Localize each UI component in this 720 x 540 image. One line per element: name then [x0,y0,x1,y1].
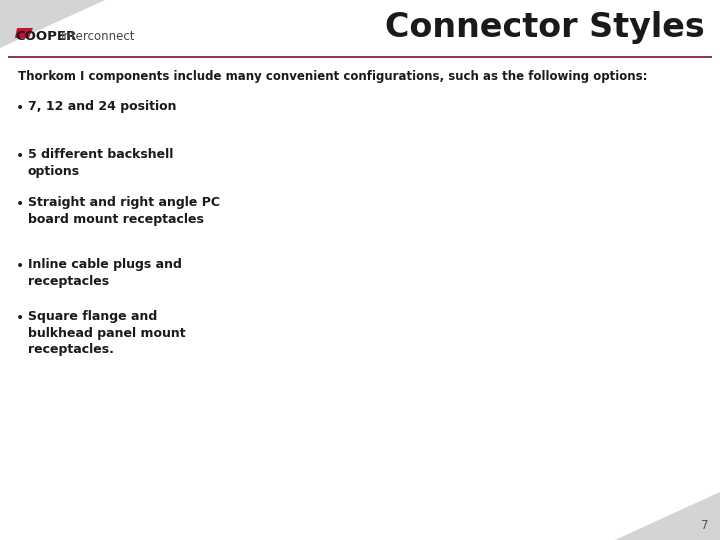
Text: Inline cable plugs and
receptacles: Inline cable plugs and receptacles [28,258,182,287]
Text: •: • [16,311,24,325]
Text: 7: 7 [701,519,708,532]
Polygon shape [15,28,33,38]
Text: Thorkom I components include many convenient configurations, such as the followi: Thorkom I components include many conven… [18,70,647,83]
Text: Straight and right angle PC
board mount receptacles: Straight and right angle PC board mount … [28,196,220,226]
Text: Connector Styles: Connector Styles [385,11,705,44]
Polygon shape [615,492,720,540]
Text: •: • [16,101,24,115]
Text: COOPER: COOPER [15,30,76,43]
Text: Interconnect: Interconnect [61,30,135,43]
Text: Square flange and
bulkhead panel mount
receptacles.: Square flange and bulkhead panel mount r… [28,310,186,356]
Polygon shape [0,0,105,48]
Text: 5 different backshell
options: 5 different backshell options [28,148,174,178]
Text: •: • [16,259,24,273]
Text: •: • [16,149,24,163]
Text: 7, 12 and 24 position: 7, 12 and 24 position [28,100,176,113]
Text: •: • [16,197,24,211]
